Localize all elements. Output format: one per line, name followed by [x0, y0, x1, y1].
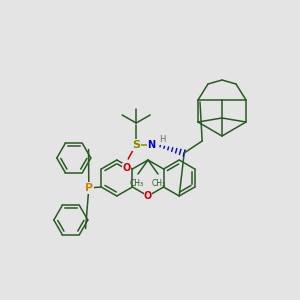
Text: O: O	[122, 163, 130, 173]
Text: S: S	[132, 140, 140, 150]
Text: H: H	[159, 136, 166, 145]
Text: CH₃: CH₃	[152, 179, 166, 188]
Text: O: O	[144, 191, 152, 201]
Text: CH₃: CH₃	[130, 179, 144, 188]
Text: N: N	[147, 140, 155, 150]
Text: P: P	[85, 183, 93, 193]
